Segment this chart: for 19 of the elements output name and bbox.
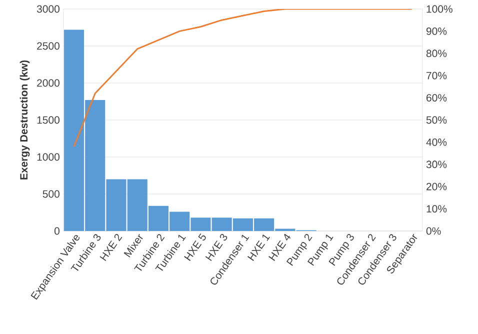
y2-tick-label: 70% (426, 72, 447, 80)
y-tick-label: 2000 (37, 79, 60, 87)
y2-tick-label: 0% (426, 227, 441, 235)
y-axis-title: Exergy Destruction (kw) (20, 60, 30, 180)
y2-tick-label: 50% (426, 116, 447, 124)
y-tick-label: 1000 (37, 153, 60, 161)
y-tick-label: 500 (42, 190, 60, 198)
y2-tick-label: 90% (426, 27, 447, 35)
y2-tick-label: 40% (426, 138, 447, 146)
y2-tick-label: 20% (426, 182, 447, 190)
y-tick-label: 1500 (37, 116, 60, 124)
y2-tick-label: 80% (426, 50, 447, 58)
y-tick-label: 3000 (36, 5, 60, 13)
y2-tick-label: 100% (426, 5, 452, 13)
y2-tick-label: 10% (426, 205, 447, 213)
y-tick-label: 0 (54, 227, 60, 235)
y-tick-label: 2500 (37, 42, 60, 50)
y2-tick-label: 30% (426, 160, 447, 168)
y2-tick-label: 60% (426, 94, 447, 102)
